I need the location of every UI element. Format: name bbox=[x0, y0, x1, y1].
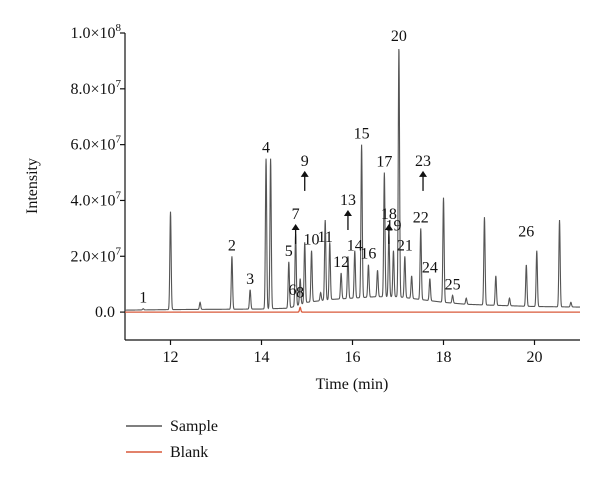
peak-label-24: 24 bbox=[422, 260, 438, 277]
peak-label-14: 14 bbox=[347, 237, 363, 254]
peak-label-13: 13 bbox=[340, 192, 356, 209]
peak-arrow-head bbox=[384, 223, 393, 230]
peak-label-2: 2 bbox=[228, 237, 236, 254]
y-tick-label: 1.0×108 bbox=[70, 22, 121, 42]
x-axis-title: Time (min) bbox=[316, 376, 389, 393]
y-tick-label: 2.0×107 bbox=[70, 245, 121, 265]
peak-label-23: 23 bbox=[415, 153, 431, 170]
peak-label-26: 26 bbox=[518, 223, 534, 240]
peak-label-4: 4 bbox=[262, 140, 270, 157]
y-tick-label: 6.0×107 bbox=[70, 134, 121, 154]
peak-label-7: 7 bbox=[292, 206, 300, 223]
peak-label-17: 17 bbox=[376, 154, 392, 171]
x-tick-label: 16 bbox=[345, 349, 361, 366]
peak-label-16: 16 bbox=[360, 246, 376, 263]
x-ticks: 12 14 16 18 20 bbox=[163, 340, 543, 366]
peak-label-8: 8 bbox=[296, 285, 304, 302]
peak-label-3: 3 bbox=[246, 271, 254, 288]
y-tick-label: 0.0 bbox=[95, 304, 115, 321]
peak-arrow-head bbox=[291, 223, 300, 230]
x-tick-label: 12 bbox=[163, 349, 179, 366]
x-tick-label: 14 bbox=[254, 349, 270, 366]
y-ticks: 0.0 2.0×107 4.0×107 6.0×107 8.0×107 1.0×108 bbox=[70, 22, 125, 321]
peak-arrow-head bbox=[419, 170, 428, 177]
peak-label-1: 1 bbox=[139, 290, 147, 307]
peak-label-19: 19 bbox=[385, 218, 401, 235]
peak-label-9: 9 bbox=[301, 153, 309, 170]
peak-arrow-head bbox=[300, 170, 309, 177]
peak-label-18: 18 bbox=[381, 206, 397, 223]
y-tick-label: 4.0×107 bbox=[70, 189, 121, 209]
peak-label-11: 11 bbox=[317, 229, 332, 246]
peak-label-20: 20 bbox=[391, 28, 407, 45]
x-tick-label: 20 bbox=[527, 349, 543, 366]
y-tick-label: 8.0×107 bbox=[70, 78, 121, 98]
peak-label-10: 10 bbox=[304, 232, 320, 249]
plot-area: 12 14 16 18 20 0.02.0×1074.0×1076.0×1078.0×1… bbox=[70, 22, 581, 366]
peak-label-22: 22 bbox=[413, 209, 429, 226]
series-line-sample bbox=[124, 48, 581, 311]
peak-label-12: 12 bbox=[333, 254, 349, 271]
peak-label-21: 21 bbox=[397, 237, 413, 254]
x-tick-label: 18 bbox=[436, 349, 452, 366]
series-layer bbox=[124, 48, 581, 313]
series-line-blank bbox=[125, 306, 580, 313]
y-axis-title: Intensity bbox=[24, 158, 41, 214]
peak-arrow-head bbox=[343, 209, 352, 216]
legend-label-sample: Sample bbox=[170, 418, 218, 435]
annotation-layer: 1234567891011121314151617181920212223242… bbox=[139, 28, 534, 307]
peak-label-15: 15 bbox=[354, 126, 370, 143]
peak-label-5: 5 bbox=[285, 243, 293, 260]
peak-label-25: 25 bbox=[445, 276, 461, 293]
peak-label-6: 6 bbox=[288, 282, 296, 299]
legend: Sample Blank bbox=[126, 418, 218, 461]
legend-label-blank: Blank bbox=[170, 444, 208, 461]
